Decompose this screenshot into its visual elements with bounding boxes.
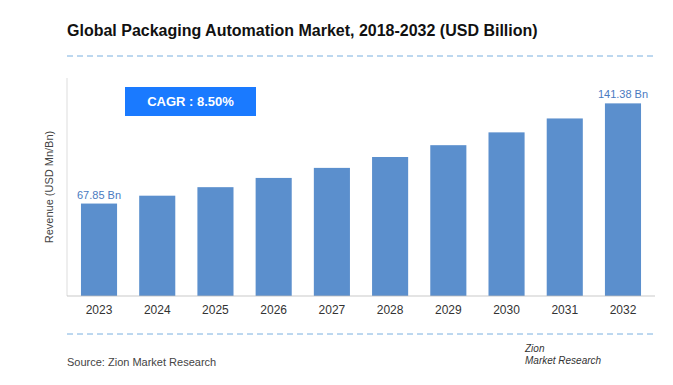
chart-container: Global Packaging Automation Market, 2018…	[0, 0, 673, 385]
title: Global Packaging Automation Market, 2018…	[67, 22, 538, 39]
data-label: 141.38 Bn	[598, 88, 648, 100]
bar	[372, 157, 408, 296]
bar	[139, 196, 175, 296]
x-tick-label: 2030	[493, 303, 520, 317]
logo-text: ZionMarket Research	[524, 343, 602, 366]
x-tick-label: 2024	[144, 303, 171, 317]
chart-svg: Global Packaging Automation Market, 2018…	[0, 0, 673, 385]
x-tick-label: 2028	[377, 303, 404, 317]
x-tick-label: 2032	[610, 303, 637, 317]
x-tick-label: 2029	[435, 303, 462, 317]
cagr-text: CAGR : 8.50%	[147, 94, 234, 109]
bar	[488, 132, 524, 296]
x-tick-label: 2031	[551, 303, 578, 317]
bar	[197, 187, 233, 296]
bars	[81, 103, 641, 296]
x-tick-label: 2023	[86, 303, 113, 317]
baseline	[67, 296, 655, 297]
y-axis-line	[67, 78, 68, 296]
bar	[314, 168, 350, 296]
source-text: Source: Zion Market Research	[67, 356, 216, 368]
x-tick-label: 2026	[260, 303, 287, 317]
bar	[81, 204, 117, 296]
bar	[430, 145, 466, 296]
cagr-box	[125, 87, 256, 116]
bar	[256, 178, 292, 296]
bar	[605, 103, 641, 296]
y-axis-label: Revenue (USD Mn/Bn)	[43, 131, 55, 244]
logo-text-line: Zion	[524, 343, 545, 354]
separator	[67, 334, 655, 335]
separator	[67, 56, 655, 57]
x-tick-label: 2025	[202, 303, 229, 317]
logo-text-line: Market Research	[525, 355, 602, 366]
x-tick-label: 2027	[319, 303, 346, 317]
data-label: 67.85 Bn	[77, 189, 121, 201]
bar	[547, 118, 583, 296]
